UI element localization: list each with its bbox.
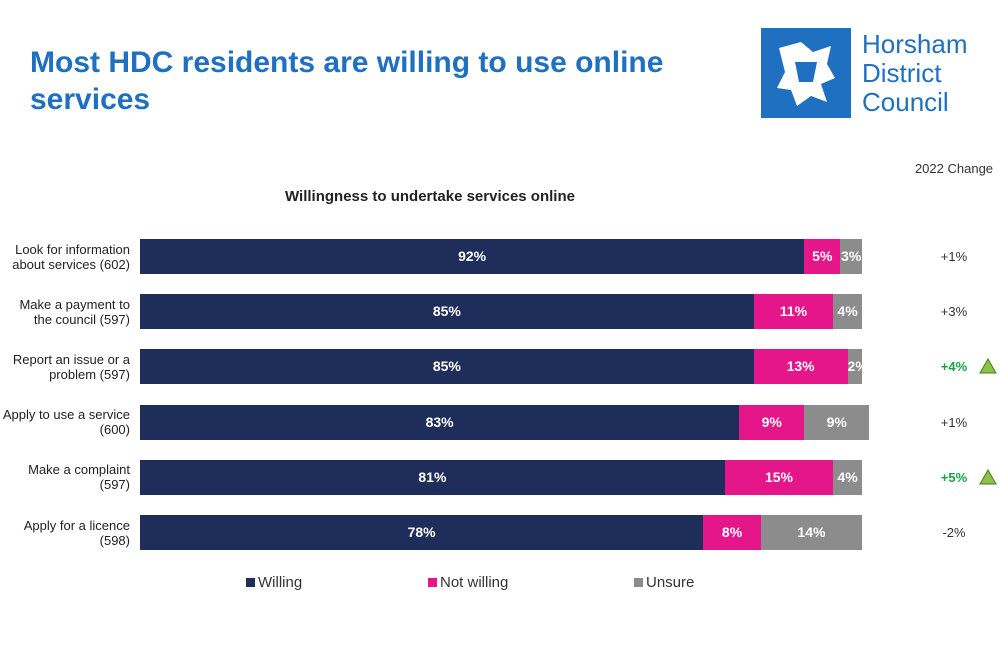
change-value: +4% xyxy=(940,359,968,375)
significance-marker xyxy=(979,468,997,485)
data-label: 83% xyxy=(425,413,454,430)
legend-swatch xyxy=(428,578,437,587)
logo-emblem xyxy=(761,28,851,118)
legend-swatch xyxy=(246,578,255,587)
change-value: +3% xyxy=(940,304,968,320)
bar-segment xyxy=(804,239,841,274)
significance-marker xyxy=(979,358,997,374)
data-label: 3% xyxy=(841,248,862,264)
bar-segment xyxy=(753,349,848,385)
bar-segment xyxy=(140,349,754,385)
data-label: 4% xyxy=(837,303,858,320)
bar-segment xyxy=(833,459,862,495)
category-label: Report an issue or a problem (597) xyxy=(12,351,130,382)
bar-segment xyxy=(724,459,834,495)
data-label: 5% xyxy=(812,248,833,264)
legend-label: Not willing xyxy=(440,574,509,591)
category-label: Make a complaint (597) xyxy=(28,462,130,493)
bar-segment xyxy=(833,294,862,330)
change-value: -2% xyxy=(942,525,966,540)
slide-title: Most HDC residents are willing to use on… xyxy=(30,46,664,116)
change-header: 2022 Change xyxy=(914,161,994,176)
bar-segment xyxy=(804,404,870,440)
data-label: 9% xyxy=(761,413,782,430)
change-value: +5% xyxy=(940,469,968,485)
bar-segment xyxy=(703,515,761,550)
data-label: 2% xyxy=(847,358,868,375)
category-label: Apply to use a service (600) xyxy=(2,407,130,438)
data-label: 14% xyxy=(797,524,826,540)
data-label: 81% xyxy=(418,468,447,485)
data-label: 15% xyxy=(764,468,793,485)
data-label: 78% xyxy=(407,524,436,540)
bar-segment xyxy=(140,294,754,330)
chart-title: Willingness to undertake services online xyxy=(285,188,575,205)
logo-lion xyxy=(777,42,835,106)
data-label: 4% xyxy=(837,468,858,485)
logo-text: Horsham District Council xyxy=(862,29,968,117)
bar-segment xyxy=(753,294,834,330)
data-label: 8% xyxy=(721,524,743,540)
bar-segment xyxy=(140,459,725,495)
legend-label: Unsure xyxy=(646,574,695,591)
category-label: Apply for a licence (598) xyxy=(23,517,130,548)
data-label: 13% xyxy=(786,358,815,375)
data-label: 9% xyxy=(826,413,847,430)
change-value: +1% xyxy=(940,414,968,430)
data-label: 85% xyxy=(432,303,461,320)
bar-segment xyxy=(140,515,704,550)
category-label: Make a payment to the council (597) xyxy=(19,296,130,327)
legend-label: Willing xyxy=(258,574,303,591)
data-label: 92% xyxy=(458,248,487,264)
legend-swatch xyxy=(634,578,643,587)
bar-segment xyxy=(760,515,862,550)
data-label: 85% xyxy=(432,358,461,375)
bar-segment xyxy=(140,239,805,274)
bar-segment xyxy=(140,404,740,440)
bar-segment xyxy=(739,404,805,440)
bar-segment xyxy=(840,239,862,274)
category-label: Look for information about services (602… xyxy=(12,241,130,272)
change-value: +1% xyxy=(940,249,968,264)
data-label: 11% xyxy=(779,303,808,320)
bar-segment xyxy=(847,349,862,385)
